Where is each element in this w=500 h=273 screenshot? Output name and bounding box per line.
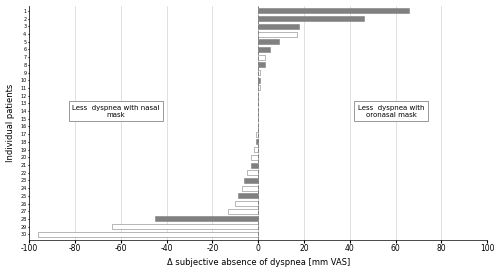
- Y-axis label: Individual patients: Individual patients: [6, 84, 15, 162]
- Bar: [258, 16, 364, 21]
- Bar: [258, 8, 410, 13]
- Bar: [258, 78, 260, 83]
- X-axis label: Δ subjective absence of dyspnea [mm VAS]: Δ subjective absence of dyspnea [mm VAS]: [166, 259, 350, 268]
- Bar: [258, 70, 260, 75]
- Bar: [258, 32, 297, 37]
- Bar: [256, 140, 258, 144]
- Text: Less  dyspnea with
oronasal mask: Less dyspnea with oronasal mask: [358, 105, 424, 118]
- Bar: [246, 170, 258, 175]
- Bar: [258, 39, 279, 44]
- Bar: [242, 186, 258, 191]
- Bar: [256, 132, 258, 137]
- Bar: [252, 162, 258, 168]
- Bar: [155, 216, 258, 221]
- Bar: [112, 224, 258, 229]
- Bar: [258, 85, 260, 90]
- Bar: [228, 209, 258, 214]
- Bar: [258, 24, 300, 29]
- Bar: [38, 232, 258, 237]
- Bar: [258, 55, 265, 60]
- Text: Less  dyspnea with nasal
mask: Less dyspnea with nasal mask: [72, 105, 160, 118]
- Bar: [258, 62, 265, 67]
- Bar: [252, 155, 258, 160]
- Bar: [254, 147, 258, 152]
- Bar: [244, 178, 258, 183]
- Bar: [236, 201, 258, 206]
- Bar: [258, 47, 270, 52]
- Bar: [238, 193, 258, 198]
